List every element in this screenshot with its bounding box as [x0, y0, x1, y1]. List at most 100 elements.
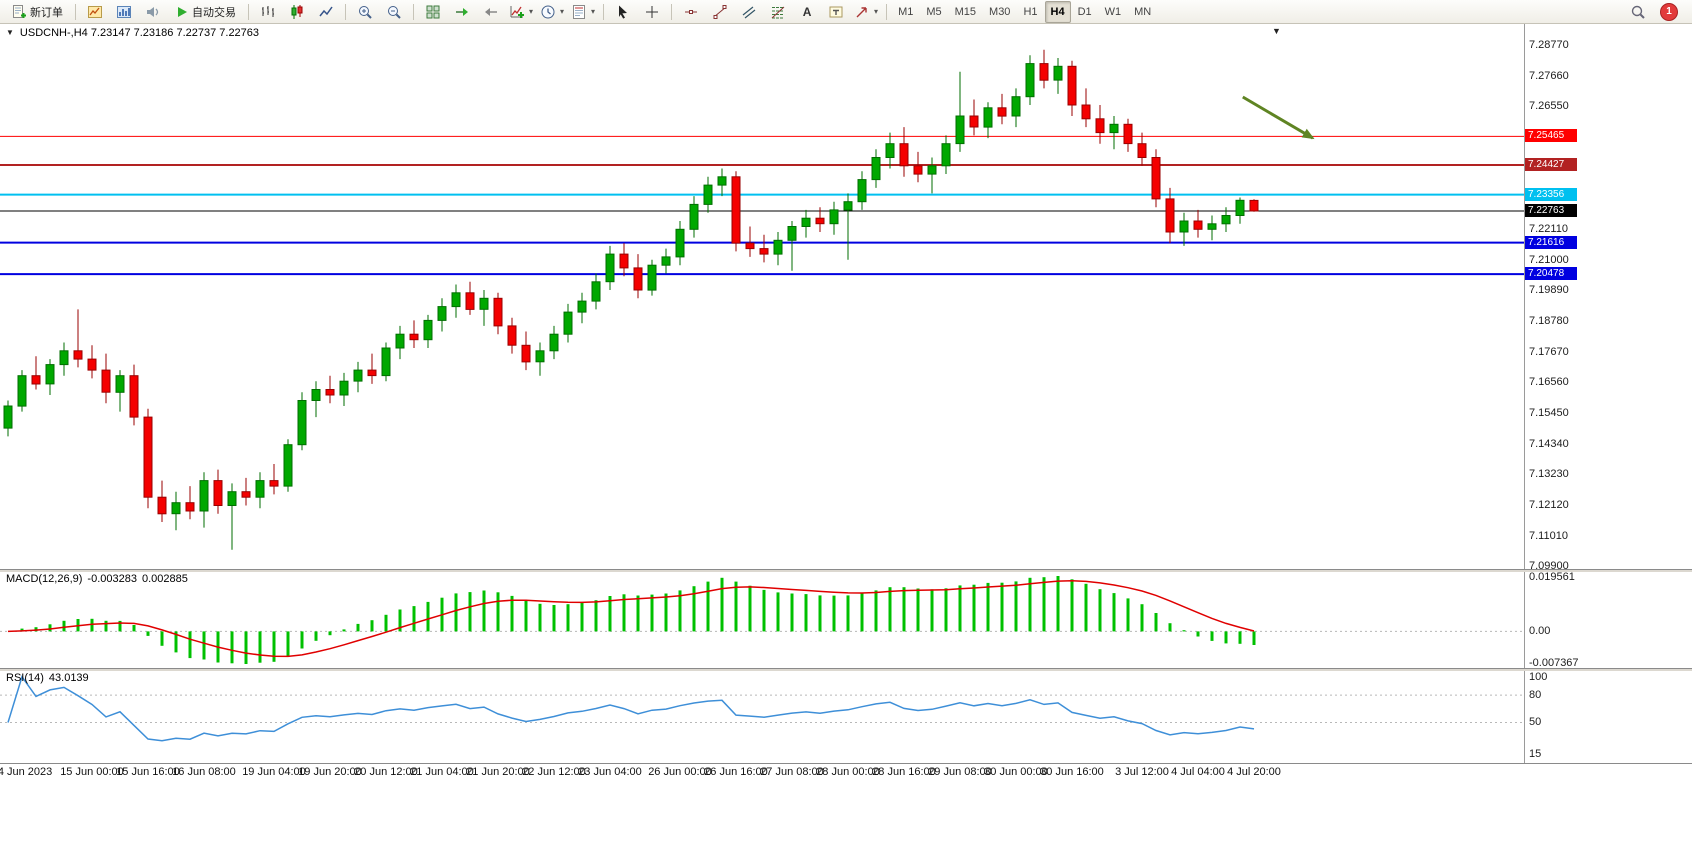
timeframe-m5-button[interactable]: M5 [926, 5, 942, 18]
candle [3, 400, 13, 437]
time-axis-label: 28 Jun 16:00 [872, 766, 936, 778]
autotrade-icon [178, 6, 187, 17]
timeframe-m15-button[interactable]: M15 [954, 5, 977, 18]
time-axis-label: 4 Jul 04:00 [1171, 766, 1225, 778]
time-axis-label: 30 Jun 16:00 [1040, 766, 1104, 778]
pane-separator[interactable] [0, 668, 1692, 671]
timeframe-w1-button[interactable]: W1 [1104, 5, 1122, 18]
text-button[interactable]: A [793, 0, 821, 23]
candle [941, 135, 951, 174]
candle [787, 221, 797, 271]
market-watch-button[interactable] [139, 0, 167, 23]
crosshair-button[interactable] [638, 0, 666, 23]
hline-price-badge: 7.25465 [1525, 129, 1577, 143]
rsi-scale-label: 100 [1529, 670, 1548, 683]
price-axis-label: 7.22110 [1529, 223, 1568, 235]
timeframe-d1-button[interactable]: D1 [1077, 5, 1092, 18]
horizontal-line-button[interactable] [677, 0, 705, 23]
candle [409, 320, 419, 348]
current-price-badge: 7.22763 [1525, 203, 1577, 217]
auto-scroll-button[interactable] [448, 0, 476, 23]
horizontal-line-icon [685, 9, 698, 14]
tile-windows-button[interactable] [419, 0, 447, 23]
timeframe-m1-button[interactable]: M1 [898, 5, 914, 18]
candle [913, 151, 923, 183]
candle [297, 392, 307, 451]
pane-separator[interactable] [0, 569, 1692, 572]
candle [1053, 58, 1063, 94]
one-click-trading-icon[interactable]: ▼ [6, 28, 14, 37]
market-watch-icon [147, 6, 159, 17]
toolbar-separator [413, 3, 414, 20]
autotrade-label: 自动交易 [192, 6, 236, 19]
candle [717, 168, 727, 197]
fibonacci-icon [771, 6, 785, 18]
timeframe-h4-button[interactable]: H4 [1044, 0, 1071, 23]
new-order-button[interactable]: 新订单 [4, 0, 70, 23]
timeframe-mn-button[interactable]: MN [1134, 5, 1152, 18]
hline-price-badge: 7.23356 [1525, 187, 1577, 201]
chart-title: ▼ USDCNH-,H4 7.23147 7.23186 7.22737 7.2… [6, 27, 259, 39]
time-axis-label: 27 Jun 08:00 [760, 766, 824, 778]
time-axis-label: 14 Jun 2023 [0, 766, 53, 778]
candle [535, 342, 545, 376]
search-button[interactable] [1624, 0, 1652, 23]
trend-arrow-annotation[interactable] [1242, 95, 1315, 140]
candle [899, 127, 909, 177]
candle [1137, 132, 1147, 166]
cursor-button[interactable] [609, 0, 637, 23]
candle [773, 232, 783, 266]
candle [451, 284, 461, 318]
time-axis-label: 26 Jun 16:00 [704, 766, 768, 778]
rsi-scale-label: 50 [1529, 716, 1542, 729]
new-chart-icon [88, 5, 102, 18]
time-axis-label: 3 Jul 12:00 [1115, 766, 1169, 778]
candle [885, 132, 895, 169]
line-chart-button[interactable] [312, 0, 340, 23]
chart-canvas[interactable] [0, 24, 1692, 848]
zoom-out-button[interactable] [380, 0, 408, 23]
candle [703, 176, 713, 213]
timeframe-m30-button[interactable]: M30 [989, 5, 1011, 18]
profiles-button[interactable] [110, 0, 138, 23]
chart-shift-marker-icon[interactable]: ▼ [1272, 26, 1281, 36]
zoom-in-button[interactable] [351, 0, 379, 23]
new-chart-button[interactable] [81, 0, 109, 23]
candlestick-chart-button[interactable] [283, 0, 311, 23]
price-axis-label: 7.15450 [1529, 406, 1569, 419]
trendline-button[interactable] [706, 0, 734, 23]
templates-button[interactable]: ▾ [568, 0, 598, 23]
candle [647, 259, 657, 296]
chart-shift-icon [485, 7, 497, 16]
candle [31, 356, 41, 390]
candle [1235, 197, 1245, 224]
fibonacci-button[interactable] [764, 0, 792, 23]
autotrade-button[interactable]: 自动交易 [168, 0, 243, 23]
candle [1221, 207, 1231, 232]
price-axis-label: 7.14340 [1529, 437, 1569, 450]
rsi-value: 43.0139 [48, 672, 89, 684]
candle [801, 209, 811, 238]
cursor-icon [619, 5, 628, 19]
arrows-tool-button[interactable]: ▾ [851, 0, 881, 23]
candle [731, 171, 741, 252]
periods-button[interactable]: ▾ [537, 0, 567, 23]
notification-badge[interactable]: 1 [1660, 2, 1678, 21]
text-label-button[interactable] [822, 0, 850, 23]
indicators-button[interactable]: ▾ [506, 0, 536, 23]
chart-window: ▼ USDCNH-,H4 7.23147 7.23186 7.22737 7.2… [0, 24, 1692, 848]
candle [927, 157, 937, 194]
candle [661, 248, 671, 274]
candle [493, 292, 503, 335]
candle [157, 480, 167, 522]
bar-chart-button[interactable] [254, 0, 282, 23]
candle [1095, 105, 1105, 144]
candle [479, 290, 489, 326]
channel-button[interactable] [735, 0, 763, 23]
timeframe-h1-button[interactable]: H1 [1023, 5, 1038, 18]
bar-chart-icon [262, 5, 274, 17]
candle [1179, 212, 1189, 246]
text-tool-icon: A [802, 4, 812, 19]
chart-shift-button[interactable] [477, 0, 505, 23]
candle [87, 345, 97, 379]
